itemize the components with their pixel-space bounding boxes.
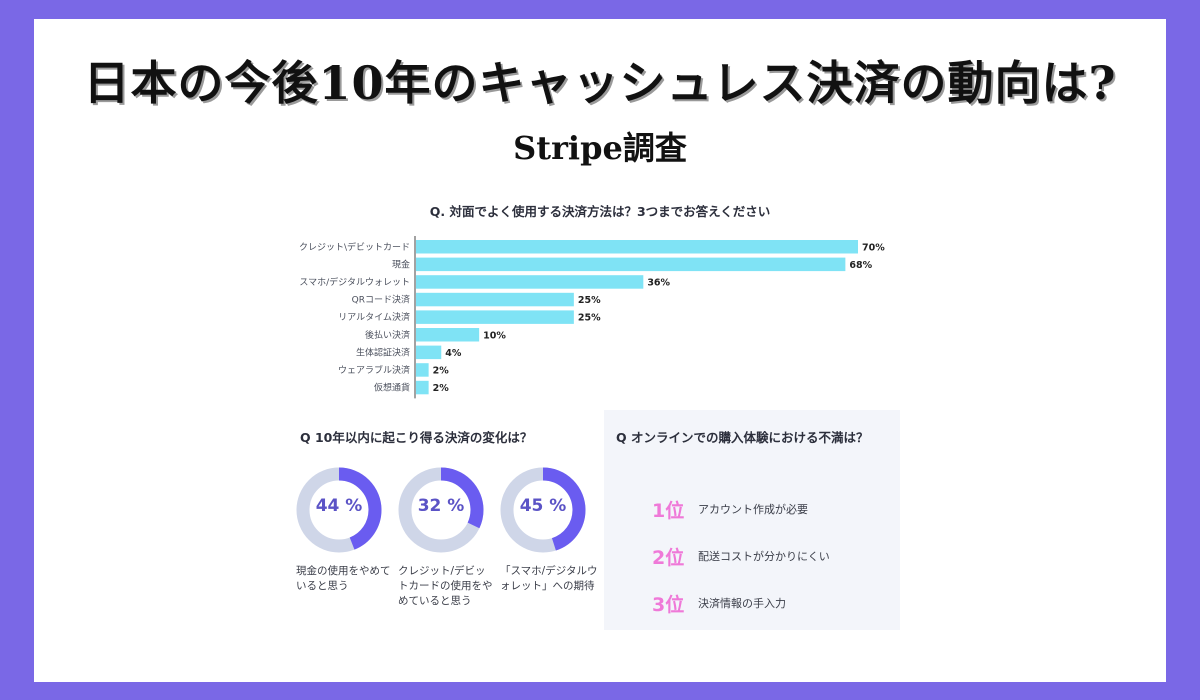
donut-chart-cash [296, 467, 382, 553]
bar-category-label: 仮想通貨 [374, 382, 410, 394]
donut-chart-card [398, 467, 484, 553]
bar [416, 292, 574, 307]
bar-category-label: クレジット\デビットカード [299, 241, 410, 253]
bar-category-label: 現金 [392, 258, 410, 270]
bar-value-label: 4% [445, 348, 462, 359]
online-dissatisfaction-panel: Q オンラインでの購入体験における不満は？ 1位 アカウント作成が必要 2位 配… [604, 410, 900, 630]
bar-category-label: 後払い決済 [365, 329, 410, 341]
ranking-title: Q オンラインでの購入体験における不満は？ [616, 430, 869, 445]
rank-text-3: 決済情報の手入力 [698, 597, 786, 610]
bar-chart-title: Q. 対面でよく使用する決済方法は？3つまでお答えください [429, 204, 771, 219]
infographic-card: 日本の今後10年のキャッシュレス決済の動向は? Stripe調査 Q. 対面でよ… [34, 19, 1166, 682]
rank-number-1: 1位 [652, 499, 685, 522]
rank-text-2: 配送コストが分かりにくい [698, 550, 830, 563]
donut-caption-wallet: 「スマホ/デジタルウォレット」への期待 [500, 565, 598, 592]
donut-value-cash: 44 % [315, 496, 363, 516]
bar-category-label: リアルタイム決済 [338, 311, 410, 323]
payment-method-bar-chart: クレジット\デビットカード 70% 現金 68% スマホ/デジタルウォレット 36% QRコ… [299, 236, 885, 399]
bar [416, 345, 442, 360]
bar-category-label: ウェアラブル決済 [338, 364, 410, 376]
donut-value-card: 32 % [417, 496, 465, 516]
donut-caption-card: クレジット/デビットカードの使用をやめていると思う [398, 565, 493, 607]
bar-value-label: 25% [578, 313, 601, 324]
donut-caption-cash: 現金の使用をやめていると思う [296, 565, 391, 592]
bar-value-label: 2% [433, 383, 450, 394]
headline: 日本の今後10年のキャッシュレス決済の動向は? [83, 56, 1117, 110]
rank-row-1: 1位 アカウント作成が必要 [652, 494, 808, 524]
bar-category-label: 生体認証決済 [356, 346, 410, 358]
bar [416, 310, 574, 324]
donut-arc-card [398, 467, 484, 553]
bar [416, 328, 480, 342]
bar [416, 257, 846, 272]
donut-value-wallet: 45 % [519, 496, 567, 516]
donut-section-title: Q 10年以内に起こり得る決済の変化は？ [300, 430, 533, 445]
bar-value-label: 68% [849, 260, 872, 271]
bar [416, 240, 858, 254]
rank-row-2: 2位 配送コストが分かりにくい [652, 541, 830, 571]
subheadline: Stripe調査 [513, 129, 687, 167]
bar-value-label: 10% [483, 330, 506, 341]
rank-row-3: 3位 決済情報の手入力 [652, 588, 786, 618]
rank-number-3: 3位 [652, 593, 685, 616]
bar-category-label: スマホ/デジタルウォレット [299, 276, 410, 288]
donut-chart-wallet [500, 467, 586, 553]
donut-arc-wallet [500, 467, 586, 553]
bar-category-label: QRコード決済 [352, 294, 410, 306]
bar [416, 275, 644, 289]
bar-value-label: 70% [862, 242, 885, 253]
bar-value-label: 25% [578, 295, 601, 306]
bar-value-label: 2% [433, 365, 450, 376]
rank-text-1: アカウント作成が必要 [698, 503, 808, 516]
bar [416, 363, 429, 377]
donut-arc-cash [296, 467, 382, 553]
bar [416, 380, 429, 395]
bar-value-label: 36% [647, 277, 670, 288]
rank-number-2: 2位 [652, 546, 685, 569]
